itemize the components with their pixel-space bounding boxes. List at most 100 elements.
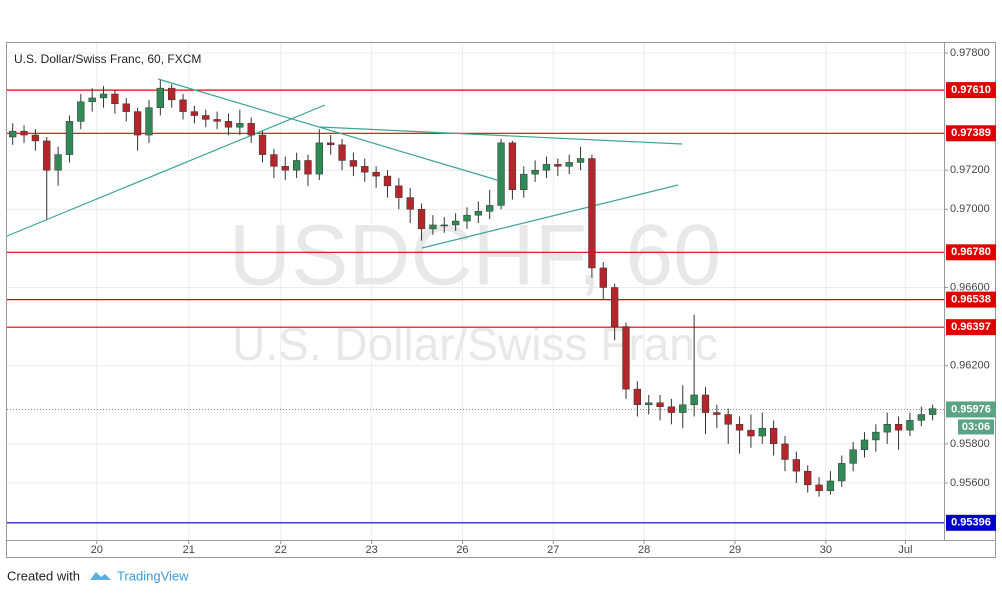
level-label: 0.97610	[951, 84, 991, 96]
candle-body	[894, 424, 903, 431]
candle-body	[224, 121, 233, 128]
candle-body	[463, 214, 471, 222]
countdown-label: 03:06	[962, 421, 990, 433]
x-tick-label: 21	[183, 544, 195, 556]
countdown-tag	[958, 419, 994, 435]
level-tag	[946, 125, 996, 142]
x-tick-label: 23	[365, 544, 377, 556]
watermark-subtitle: U.S. Dollar/Swiss Franc	[232, 318, 718, 370]
candle-body	[758, 427, 766, 437]
candle-body	[349, 160, 358, 167]
candle-body	[656, 402, 664, 407]
level-label: 0.96538	[951, 294, 991, 306]
last-price-tag	[946, 401, 996, 418]
candle-body	[701, 394, 710, 413]
trend-line	[319, 126, 683, 145]
candle-body	[838, 463, 846, 482]
candle-body	[258, 134, 267, 155]
level-label: 0.96780	[951, 246, 991, 258]
candle-body	[815, 484, 823, 491]
trend-line	[6, 104, 326, 237]
candle-body	[77, 101, 85, 122]
level-tag	[946, 514, 996, 531]
candle-body	[99, 93, 108, 99]
last-price-label: 0.95976	[951, 403, 991, 415]
candle-body	[31, 134, 40, 142]
watermark: USDCHF, 60	[229, 208, 721, 304]
candle-body	[565, 162, 573, 167]
level-label: 0.96397	[951, 321, 991, 333]
candle-body	[633, 388, 642, 406]
candle-body	[65, 121, 74, 155]
y-tick-label: 0.97200	[950, 164, 990, 176]
candle-body	[769, 427, 778, 445]
candle-body	[440, 224, 448, 227]
y-tick-label: 0.95800	[950, 438, 990, 450]
candle-body	[270, 154, 278, 167]
x-tick-label: 29	[729, 544, 741, 556]
candle-body	[917, 414, 925, 421]
level-tag	[946, 291, 996, 308]
candle-body	[9, 130, 17, 138]
x-tick-label: 27	[547, 544, 559, 556]
candle-body	[883, 424, 891, 433]
candle-body	[190, 111, 199, 116]
candle-body	[667, 406, 676, 413]
candle-body	[315, 142, 323, 175]
candle-body	[724, 414, 732, 425]
candle-body	[383, 175, 392, 187]
candle-body	[928, 408, 937, 415]
level-tag	[946, 82, 996, 99]
tradingview-logo	[90, 572, 111, 580]
axes: 0.97800 0.97200 0.97000 0.96600 0.96200 0.958…	[91, 47, 996, 556]
x-tick-label: Jul	[898, 544, 912, 556]
candle-body	[168, 87, 176, 101]
candle-body	[133, 111, 142, 136]
candle-body	[826, 480, 835, 491]
candle-body	[849, 449, 857, 464]
candle-body	[451, 220, 460, 226]
candle-body	[486, 205, 494, 212]
candle-body	[781, 443, 789, 460]
candle-body	[599, 267, 607, 288]
level-tag	[946, 244, 996, 261]
candle-body	[622, 326, 630, 390]
trend-line	[421, 184, 679, 249]
y-tick-label: 0.95600	[950, 477, 990, 489]
candle-body	[338, 144, 346, 161]
candle-body	[111, 93, 119, 105]
candle-body	[281, 166, 289, 171]
y-tick-label: 0.96200	[950, 360, 990, 372]
candle-body	[395, 185, 403, 198]
level-label: 0.95396	[951, 517, 991, 529]
candle-body	[804, 470, 812, 486]
candle-body	[292, 160, 301, 171]
x-tick-label: 26	[456, 544, 468, 556]
candle-body	[542, 164, 551, 171]
footer-text: Created with	[7, 568, 80, 583]
candle-body	[54, 154, 62, 171]
candle-body	[690, 394, 698, 406]
candle-body	[588, 158, 596, 269]
candle-body	[474, 211, 482, 216]
candle-body	[554, 164, 562, 167]
candle-body	[508, 142, 517, 191]
candle-body	[327, 142, 335, 146]
candle-body	[372, 171, 380, 177]
candle-body	[179, 99, 187, 112]
x-tick-label: 20	[91, 544, 103, 556]
x-tick-label: 28	[638, 544, 650, 556]
candle-body	[576, 158, 585, 163]
footer-brand[interactable]: TradingView	[117, 568, 189, 583]
y-tick-label: 0.97800	[950, 47, 990, 59]
x-tick-label: 22	[275, 544, 287, 556]
y-tick-label: 0.97000	[950, 203, 990, 215]
candle-body	[860, 439, 869, 450]
candle-body	[247, 123, 255, 136]
candle-body	[417, 209, 426, 230]
candle-body	[429, 224, 437, 230]
trend-lines	[6, 78, 683, 249]
candle-body	[406, 197, 414, 210]
